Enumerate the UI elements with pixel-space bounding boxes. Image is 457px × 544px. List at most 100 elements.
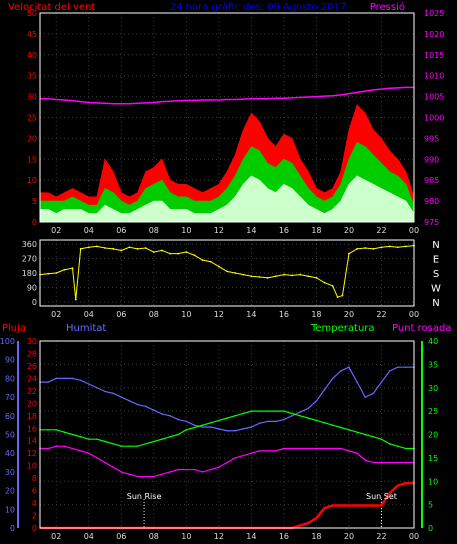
temperature-tick-label: 20 bbox=[428, 431, 438, 440]
wind-x-tick-label: 16 bbox=[279, 226, 289, 235]
direction-y-tick-label: 360 bbox=[22, 240, 37, 249]
direction-y-tick-label: 0 bbox=[32, 298, 37, 307]
humidity-tick-label: 70 bbox=[5, 393, 15, 402]
wind-x-tick-label: 02 bbox=[51, 226, 61, 235]
pressure-tick-label: 1015 bbox=[424, 51, 444, 60]
temp-marks bbox=[39, 366, 415, 530]
pressure-tick-label: 975 bbox=[424, 218, 439, 227]
rain-tick-label: 2 bbox=[32, 512, 37, 521]
humidity-tick-label: 80 bbox=[5, 374, 15, 383]
temperature-line bbox=[40, 410, 414, 450]
temp-x-tick-label: 12 bbox=[214, 532, 224, 541]
dewpoint-line bbox=[40, 445, 414, 478]
wind-pressure-panel: 0510152025303540455097598098599099510001… bbox=[27, 9, 445, 235]
pressure-tick-label: 980 bbox=[424, 197, 439, 206]
humidity-tick-label: 60 bbox=[5, 412, 15, 421]
pressure-tick-label: 995 bbox=[424, 134, 439, 143]
rain-tick-label: 26 bbox=[27, 362, 37, 371]
temp-x-tick-label: 16 bbox=[279, 532, 289, 541]
direction-x-tick-label: 00 bbox=[409, 310, 419, 319]
temp-x-tick-label: 00 bbox=[409, 532, 419, 541]
wind-y-tick-label: 25 bbox=[27, 114, 37, 123]
temp-x-tick-label: 10 bbox=[181, 532, 191, 541]
temp-axes: 0510152025303540010203040506070809010002… bbox=[0, 337, 438, 541]
pressure-tick-label: 1010 bbox=[424, 72, 444, 81]
direction-y-tick-label: 180 bbox=[22, 269, 37, 278]
pressure-tick-label: 1005 bbox=[424, 93, 444, 102]
wind-direction-panel: 0 N 90 W 180 S 270 E 360 N 02 04 06 08 10 12 14 16 18 20 22 0… bbox=[22, 239, 441, 319]
direction-y-tick-label: 270 bbox=[22, 255, 37, 264]
direction-x-tick-label: 12 bbox=[214, 310, 224, 319]
chart-date-title: 24 hora gràfic des. 09 Agosto 2017 bbox=[170, 1, 347, 13]
rain-tick-label: 22 bbox=[27, 387, 37, 396]
temperature-tick-label: 0 bbox=[428, 524, 433, 533]
direction-x-tick-label: 20 bbox=[344, 310, 354, 319]
direction-x-tick-label: 02 bbox=[51, 310, 61, 319]
pressure-tick-label: 1025 bbox=[424, 9, 444, 18]
wind-marks bbox=[39, 86, 415, 223]
temp-x-tick-label: 08 bbox=[149, 532, 159, 541]
rain-tick-label: 28 bbox=[27, 349, 37, 358]
temp-humidity-panel: 0510152025303540010203040506070809010002… bbox=[0, 337, 438, 541]
wind-x-tick-label: 22 bbox=[376, 226, 386, 235]
temperature-tick-label: 5 bbox=[428, 501, 433, 510]
wind-y-tick-label: 20 bbox=[27, 134, 37, 143]
wind-axes: 0510152025303540455097598098599099510001… bbox=[27, 9, 445, 235]
temp-grid bbox=[40, 340, 415, 529]
temp-frame bbox=[39, 340, 415, 529]
direction-x-tick-label: 16 bbox=[279, 310, 289, 319]
humidity-line bbox=[40, 366, 414, 432]
humidity-tick-label: 50 bbox=[5, 431, 15, 440]
pressure-line bbox=[40, 86, 414, 105]
temperature-tick-label: 15 bbox=[428, 454, 438, 463]
pressure-tick-label: 1000 bbox=[424, 114, 444, 123]
wind-x-tick-label: 08 bbox=[149, 226, 159, 235]
temp-x-tick-label: 02 bbox=[51, 532, 61, 541]
rain-tick-label: 12 bbox=[27, 449, 37, 458]
temperature-tick-label: 30 bbox=[428, 384, 438, 393]
pressure-tick-label: 985 bbox=[424, 176, 439, 185]
wind-x-tick-label: 12 bbox=[214, 226, 224, 235]
wind-y-tick-label: 0 bbox=[32, 218, 37, 227]
compass-label: W bbox=[431, 284, 441, 295]
direction-x-tick-label: 04 bbox=[84, 310, 94, 319]
direction-y-tick-label: 90 bbox=[27, 284, 37, 293]
wind_gust-area bbox=[39, 104, 415, 223]
humidity-label: Humitat bbox=[66, 323, 106, 334]
rain-tick-label: 8 bbox=[32, 474, 37, 483]
temp-x-tick-label: 22 bbox=[376, 532, 386, 541]
rain-tick-label: 10 bbox=[27, 462, 37, 471]
wind-y-tick-label: 5 bbox=[32, 197, 37, 206]
wind-y-tick-label: 15 bbox=[27, 155, 37, 164]
wind-frame bbox=[39, 12, 415, 223]
direction-line bbox=[39, 245, 415, 300]
rain-tick-label: 24 bbox=[27, 374, 37, 383]
direction-x-tick-label: 14 bbox=[246, 310, 256, 319]
humidity-tick-label: 20 bbox=[5, 487, 15, 496]
humidity-tick-label: 40 bbox=[5, 449, 15, 458]
wind-y-tick-label: 10 bbox=[27, 176, 37, 185]
wind-y-tick-label: 45 bbox=[27, 30, 37, 39]
rain-label: Pluja bbox=[2, 323, 26, 334]
humidity-tick-label: 100 bbox=[0, 337, 15, 346]
wind_avg-area bbox=[39, 142, 415, 223]
wind-x-tick-label: 06 bbox=[116, 226, 126, 235]
humidity-tick-label: 10 bbox=[5, 505, 15, 514]
wind-y-tick-label: 35 bbox=[27, 72, 37, 81]
temp-x-tick-label: 06 bbox=[116, 532, 126, 541]
rain-tick-label: 30 bbox=[27, 337, 37, 346]
wind-x-tick-label: 18 bbox=[311, 226, 321, 235]
direction-x-tick-label: 10 bbox=[181, 310, 191, 319]
rain-tick-label: 14 bbox=[27, 437, 37, 446]
temperature-tick-label: 40 bbox=[428, 337, 438, 346]
sun-marker-label: Sun Set bbox=[366, 492, 397, 501]
wind-x-tick-label: 10 bbox=[181, 226, 191, 235]
rain-tick-label: 16 bbox=[27, 424, 37, 433]
temperature-tick-label: 10 bbox=[428, 477, 438, 486]
compass-label: N bbox=[432, 240, 439, 251]
rain-tick-label: 0 bbox=[32, 524, 37, 533]
humidity-tick-label: 30 bbox=[5, 468, 15, 477]
pressure-title: Pressió bbox=[370, 1, 405, 13]
humidity-tick-label: 90 bbox=[5, 356, 15, 365]
temp-x-tick-label: 14 bbox=[246, 532, 256, 541]
